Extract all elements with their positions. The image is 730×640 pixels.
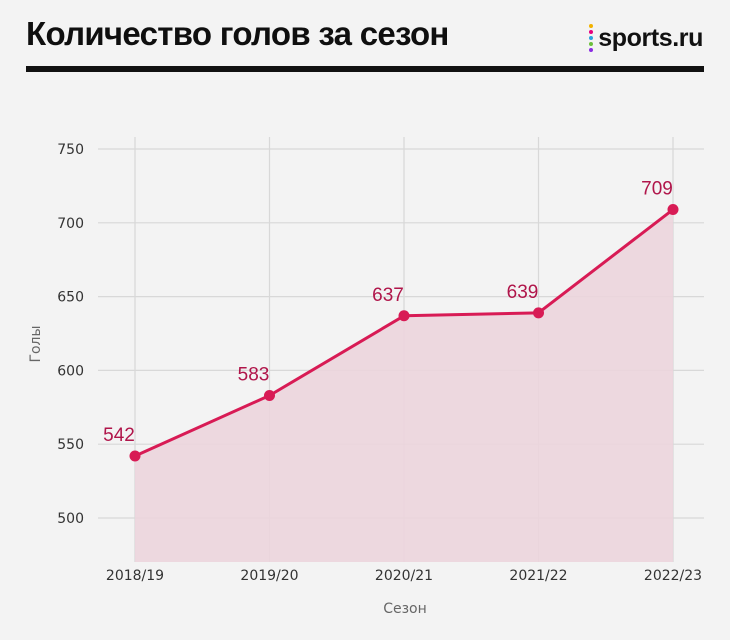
data-points: [129, 204, 679, 462]
logo-dot: [589, 24, 594, 28]
y-tick-label: 500: [57, 511, 84, 527]
y-tick-labels: 500 550 600 650 700 750: [57, 142, 84, 527]
data-label: 637: [372, 285, 404, 306]
data-point: [398, 310, 410, 322]
data-label: 542: [103, 425, 135, 446]
x-axis-label: Сезон: [383, 601, 427, 617]
data-label: 583: [238, 364, 270, 385]
logo-text: sports.ru: [598, 24, 703, 52]
y-axis-label: Голы: [28, 325, 44, 362]
sports-ru-logo: sports.ru: [589, 24, 703, 52]
logo-dots-icon: [589, 24, 594, 52]
x-tick-label: 2022/23: [644, 568, 702, 584]
data-point: [129, 450, 141, 462]
y-tick-label: 600: [57, 363, 84, 379]
data-label: 639: [507, 282, 539, 303]
x-tick-label: 2020/21: [375, 568, 433, 584]
y-tick-label: 700: [57, 216, 84, 232]
data-labels: 542 583 637 639 709: [103, 179, 673, 446]
x-tick-label: 2018/19: [106, 568, 164, 584]
logo-dot: [589, 30, 594, 34]
logo-dot: [589, 42, 594, 46]
chart-title: Количество голов за сезон: [26, 15, 449, 52]
x-tick-labels: 2018/19 2019/20 2020/21 2021/22 2022/23: [106, 568, 702, 584]
y-tick-label: 650: [57, 290, 84, 306]
data-point: [533, 307, 544, 319]
title-rule: [26, 66, 704, 72]
y-tick-label: 750: [57, 142, 84, 158]
logo-dot: [589, 36, 594, 40]
y-tick-label: 550: [57, 437, 84, 453]
x-tick-label: 2021/22: [509, 568, 567, 584]
data-label: 709: [641, 179, 673, 200]
logo-dot: [589, 48, 594, 52]
area-fill: [135, 209, 673, 563]
x-tick-label: 2019/20: [240, 568, 298, 584]
data-point: [264, 389, 275, 401]
data-point: [667, 204, 679, 216]
